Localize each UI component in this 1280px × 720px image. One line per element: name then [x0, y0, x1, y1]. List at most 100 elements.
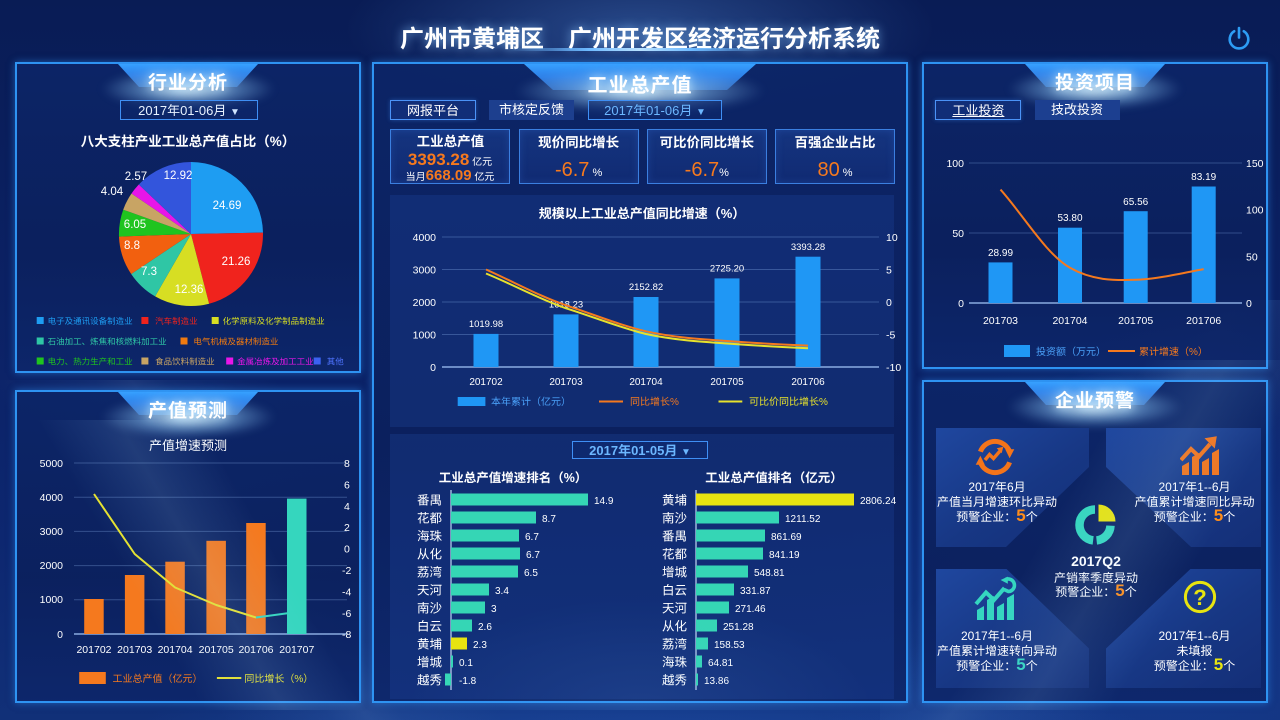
- svg-text:南沙: 南沙: [417, 602, 443, 616]
- svg-text:电气机械及器材制造业: 电气机械及器材制造业: [193, 337, 278, 347]
- svg-text:可比价同比增长: 可比价同比增长: [660, 135, 755, 150]
- svg-text:251.28: 251.28: [723, 622, 754, 633]
- svg-text:1000: 1000: [40, 594, 64, 606]
- svg-text:64.81: 64.81: [708, 658, 733, 669]
- svg-text:3.4: 3.4: [495, 586, 509, 597]
- svg-text:6.5: 6.5: [524, 568, 538, 579]
- svg-text:增城: 增城: [662, 566, 688, 580]
- svg-text:13.86: 13.86: [704, 676, 729, 687]
- svg-text:201705: 201705: [199, 644, 234, 656]
- svg-text:841.19: 841.19: [769, 550, 800, 561]
- svg-text:同比增长%: 同比增长%: [630, 396, 679, 408]
- svg-text:累计增速（%）: 累计增速（%）: [1139, 346, 1208, 358]
- svg-text:0: 0: [57, 629, 63, 641]
- svg-text:-1.8: -1.8: [459, 676, 477, 687]
- svg-text:从化: 从化: [417, 548, 443, 562]
- svg-text:3: 3: [491, 604, 497, 615]
- svg-text:-6: -6: [342, 608, 351, 620]
- svg-text:1211.52: 1211.52: [785, 514, 821, 525]
- svg-text:201703: 201703: [549, 377, 583, 388]
- svg-text:2.6: 2.6: [478, 622, 492, 633]
- svg-text:83.19: 83.19: [1191, 172, 1216, 183]
- svg-text:电子及通讯设备制造业: 电子及通讯设备制造业: [48, 316, 133, 326]
- svg-text:5000: 5000: [40, 458, 64, 470]
- svg-text:工业总产值: 工业总产值: [417, 134, 485, 149]
- svg-text:14.9: 14.9: [594, 496, 614, 507]
- svg-text:3393.28: 3393.28: [791, 242, 825, 253]
- svg-text:3393.28 亿元: 3393.28 亿元: [408, 150, 492, 169]
- svg-text:4.04: 4.04: [101, 186, 124, 198]
- svg-text:-5: -5: [886, 330, 895, 342]
- svg-text:3000: 3000: [40, 526, 64, 538]
- svg-text:1019.98: 1019.98: [469, 319, 503, 330]
- svg-text:现价同比增长: 现价同比增长: [538, 135, 619, 150]
- svg-text:增城: 增城: [417, 656, 443, 670]
- svg-text:工业总产值排名（亿元）: 工业总产值排名（亿元）: [705, 471, 843, 485]
- svg-text:-2: -2: [342, 565, 351, 577]
- svg-text:越秀: 越秀: [417, 674, 443, 688]
- svg-text:150: 150: [1246, 158, 1264, 170]
- svg-text:白云: 白云: [417, 620, 442, 634]
- svg-text:荔湾: 荔湾: [417, 566, 442, 580]
- svg-text:4000: 4000: [40, 492, 64, 504]
- svg-text:本年累计（亿元）: 本年累计（亿元）: [491, 396, 571, 408]
- svg-text:0: 0: [1246, 298, 1252, 310]
- svg-text:0: 0: [344, 544, 350, 556]
- svg-text:其他: 其他: [327, 357, 345, 367]
- svg-text:201703: 201703: [117, 644, 152, 656]
- svg-text:投资额（万元）: 投资额（万元）: [1036, 346, 1106, 358]
- svg-text:100: 100: [1246, 205, 1264, 217]
- svg-text:7.3: 7.3: [141, 266, 157, 278]
- svg-text:6.7: 6.7: [525, 532, 539, 543]
- svg-text:黄埔: 黄埔: [417, 638, 443, 652]
- svg-text:番禺: 番禺: [662, 530, 687, 544]
- svg-text:南沙: 南沙: [662, 512, 688, 526]
- svg-text:201705: 201705: [1118, 315, 1153, 327]
- svg-text:越秀: 越秀: [662, 674, 688, 688]
- svg-text:65.56: 65.56: [1123, 197, 1148, 208]
- svg-text:荔湾: 荔湾: [662, 638, 687, 652]
- svg-text:0.1: 0.1: [459, 658, 473, 669]
- svg-text:天河: 天河: [417, 584, 443, 598]
- svg-text:3000: 3000: [413, 265, 437, 277]
- svg-text:工业总产值增速排名（%）: 工业总产值增速排名（%）: [439, 471, 588, 485]
- svg-text:从化: 从化: [662, 620, 688, 634]
- svg-text:201706: 201706: [791, 377, 825, 388]
- svg-text:化学原料及化学制品制造业: 化学原料及化学制品制造业: [223, 316, 325, 326]
- svg-text:黄埔: 黄埔: [662, 494, 688, 508]
- svg-text:0: 0: [958, 298, 964, 310]
- svg-text:汽车制造业: 汽车制造业: [155, 316, 198, 326]
- svg-text:10: 10: [886, 232, 898, 244]
- svg-text:201703: 201703: [983, 315, 1018, 327]
- svg-text:201704: 201704: [158, 644, 193, 656]
- svg-text:2000: 2000: [413, 297, 437, 309]
- svg-text:金属冶炼及加工工业: 金属冶炼及加工工业: [237, 357, 314, 367]
- svg-text:6: 6: [344, 479, 350, 491]
- svg-text:-6.7%: -6.7%: [685, 159, 729, 181]
- svg-text:158.53: 158.53: [714, 640, 745, 651]
- svg-text:2.57: 2.57: [125, 171, 147, 183]
- svg-text:28.99: 28.99: [988, 248, 1013, 259]
- svg-text:2806.24: 2806.24: [860, 496, 897, 507]
- svg-text:海珠: 海珠: [417, 530, 443, 544]
- svg-text:201704: 201704: [629, 377, 663, 388]
- svg-text:12.36: 12.36: [175, 284, 204, 296]
- svg-text:50: 50: [1246, 251, 1258, 263]
- svg-text:同比增长（%）: 同比增长（%）: [244, 673, 313, 685]
- svg-text:番禺: 番禺: [417, 494, 442, 508]
- svg-text:海珠: 海珠: [662, 656, 688, 670]
- svg-text:工业总产值（亿元）: 工业总产值（亿元）: [113, 673, 203, 685]
- svg-text:331.87: 331.87: [740, 586, 771, 597]
- svg-text:6.05: 6.05: [124, 219, 146, 231]
- svg-text:271.46: 271.46: [735, 604, 766, 615]
- svg-text:8.7: 8.7: [542, 514, 556, 525]
- svg-text:201704: 201704: [1052, 315, 1087, 327]
- svg-text:食品饮料制造业: 食品饮料制造业: [155, 357, 215, 367]
- svg-text:12.92: 12.92: [164, 170, 193, 182]
- svg-text:201705: 201705: [710, 377, 744, 388]
- svg-text:白云: 白云: [662, 584, 687, 598]
- svg-text:2.3: 2.3: [473, 640, 487, 651]
- svg-text:0: 0: [430, 362, 436, 374]
- svg-text:548.81: 548.81: [754, 568, 785, 579]
- svg-text:8.8: 8.8: [124, 240, 140, 252]
